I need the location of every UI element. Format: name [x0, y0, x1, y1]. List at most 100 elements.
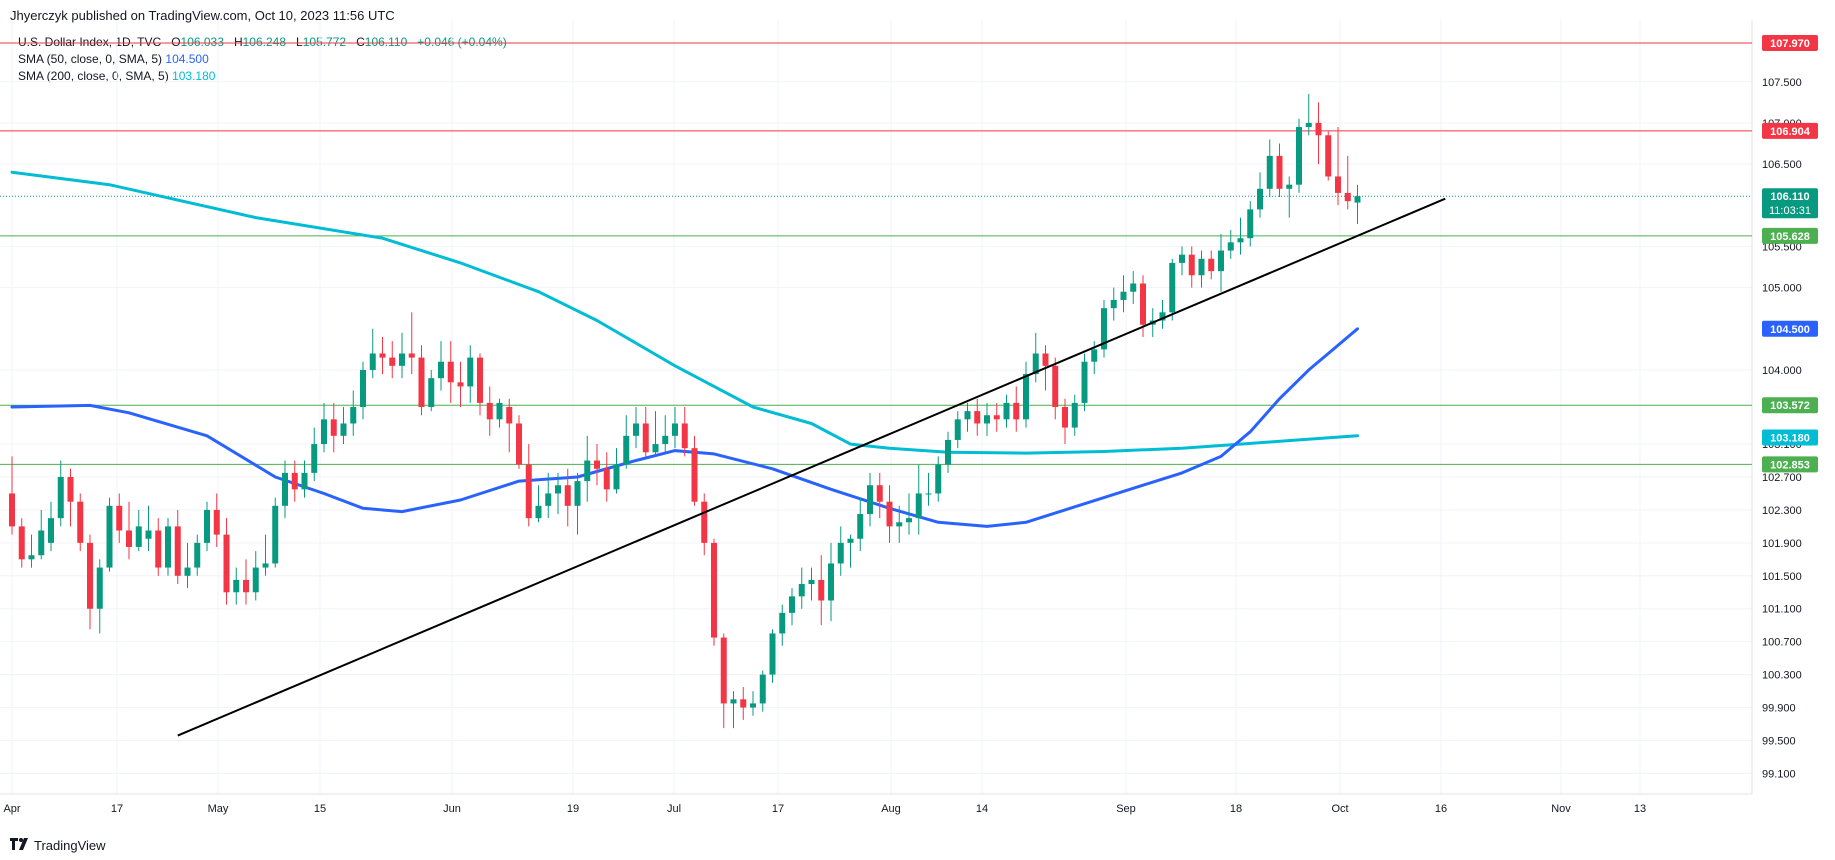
candle-body [545, 493, 552, 506]
candle [798, 567, 805, 609]
candle [282, 460, 288, 519]
chart-grid [0, 20, 1752, 794]
candle-body [954, 419, 961, 440]
candle-body [496, 402, 503, 420]
candle-body [945, 439, 951, 465]
price-label-s3-bg [1762, 456, 1818, 473]
candle [525, 444, 532, 527]
candle-body [984, 415, 990, 424]
candle-body [272, 505, 279, 564]
x-tick-label: Aug [881, 803, 901, 815]
price-label-s3: 102.853 [1762, 456, 1818, 473]
x-tick-label: Jul [667, 803, 681, 815]
candle [126, 501, 132, 560]
candle [106, 497, 113, 572]
candle [77, 493, 84, 552]
y-tick-label: 105.500 [1762, 241, 1802, 253]
candle-body [662, 435, 669, 445]
candle [701, 493, 708, 556]
candle-body [1305, 122, 1312, 128]
candle [1081, 353, 1088, 412]
x-tick-label: Nov [1551, 803, 1571, 815]
candle-body [233, 579, 240, 593]
candle-body [106, 505, 113, 568]
candle [184, 542, 191, 589]
price-label-r1: 107.970 [1762, 35, 1818, 52]
candle-body [447, 361, 454, 383]
candle-body [369, 353, 376, 370]
candle [984, 402, 990, 436]
candle [145, 505, 152, 552]
candle-body [418, 357, 425, 407]
candle [857, 497, 864, 552]
legend-sma200-row[interactable]: SMA (200, close, 0, SMA, 5) 103.180 [18, 68, 507, 85]
candle-body [252, 567, 259, 593]
candle-body [906, 518, 912, 523]
candle-body [935, 464, 942, 494]
legend-symbol-row[interactable]: U.S. Dollar Index, 1D, TVC O106.033 H106… [18, 34, 507, 51]
candle [1335, 127, 1341, 206]
candle [340, 407, 347, 445]
candle-body [886, 501, 893, 527]
candle [438, 341, 444, 391]
candle [535, 485, 542, 523]
candle-body [847, 538, 854, 543]
candle [662, 415, 669, 453]
x-tick-label: 16 [1435, 803, 1447, 815]
candle-body [915, 493, 922, 519]
x-tick-label: May [208, 803, 229, 815]
candle-body [672, 423, 678, 436]
candle [789, 588, 795, 626]
x-tick-label: Apr [3, 803, 20, 815]
candle [204, 501, 210, 552]
candle [555, 472, 561, 515]
y-tick-label: 107.500 [1762, 77, 1802, 89]
candle-body [1198, 258, 1205, 276]
candle [603, 452, 610, 502]
candle [711, 538, 717, 646]
candle [964, 402, 971, 432]
candle [418, 345, 425, 416]
price-label-sma200-bg [1762, 429, 1818, 446]
y-tick-label: 105.000 [1762, 283, 1802, 295]
candle [574, 472, 581, 535]
candle [1257, 172, 1263, 218]
candle [1188, 246, 1195, 288]
candle-body [1013, 402, 1020, 420]
trendline[interactable] [177, 197, 1446, 737]
candle [379, 337, 386, 375]
y-tick-label: 100.700 [1762, 637, 1802, 649]
candle [1305, 94, 1312, 136]
candle-body [126, 530, 132, 547]
candle [886, 485, 893, 543]
price-label-r2-bg [1762, 122, 1818, 139]
legend-sma50-row[interactable]: SMA (50, close, 0, SMA, 5) 104.500 [18, 51, 507, 68]
candle-body [1003, 402, 1010, 420]
candle [1276, 143, 1283, 198]
x-tick-label: 17 [111, 803, 123, 815]
candle [467, 345, 474, 403]
candle [808, 567, 815, 601]
candle [828, 542, 834, 622]
candle-body [38, 530, 45, 556]
candle-body [633, 423, 639, 436]
candle [38, 509, 45, 560]
candle-body [291, 472, 298, 490]
candle [428, 369, 435, 412]
price-label-s1: 105.628 [1762, 227, 1818, 244]
sma200-line [10, 170, 1359, 455]
x-tick-label: 15 [314, 803, 326, 815]
candle [876, 472, 883, 519]
candle-body [1227, 242, 1234, 251]
candle [321, 402, 327, 453]
sma50-path [10, 327, 1359, 528]
candle [740, 686, 747, 720]
candle [730, 691, 737, 729]
candle-body [1140, 283, 1146, 325]
candle-body [867, 485, 873, 515]
sma200-value: 103.180 [172, 69, 216, 83]
price-label-r1-text: 107.970 [1770, 38, 1810, 50]
candle-body [1344, 192, 1351, 202]
candle-body [486, 402, 493, 420]
